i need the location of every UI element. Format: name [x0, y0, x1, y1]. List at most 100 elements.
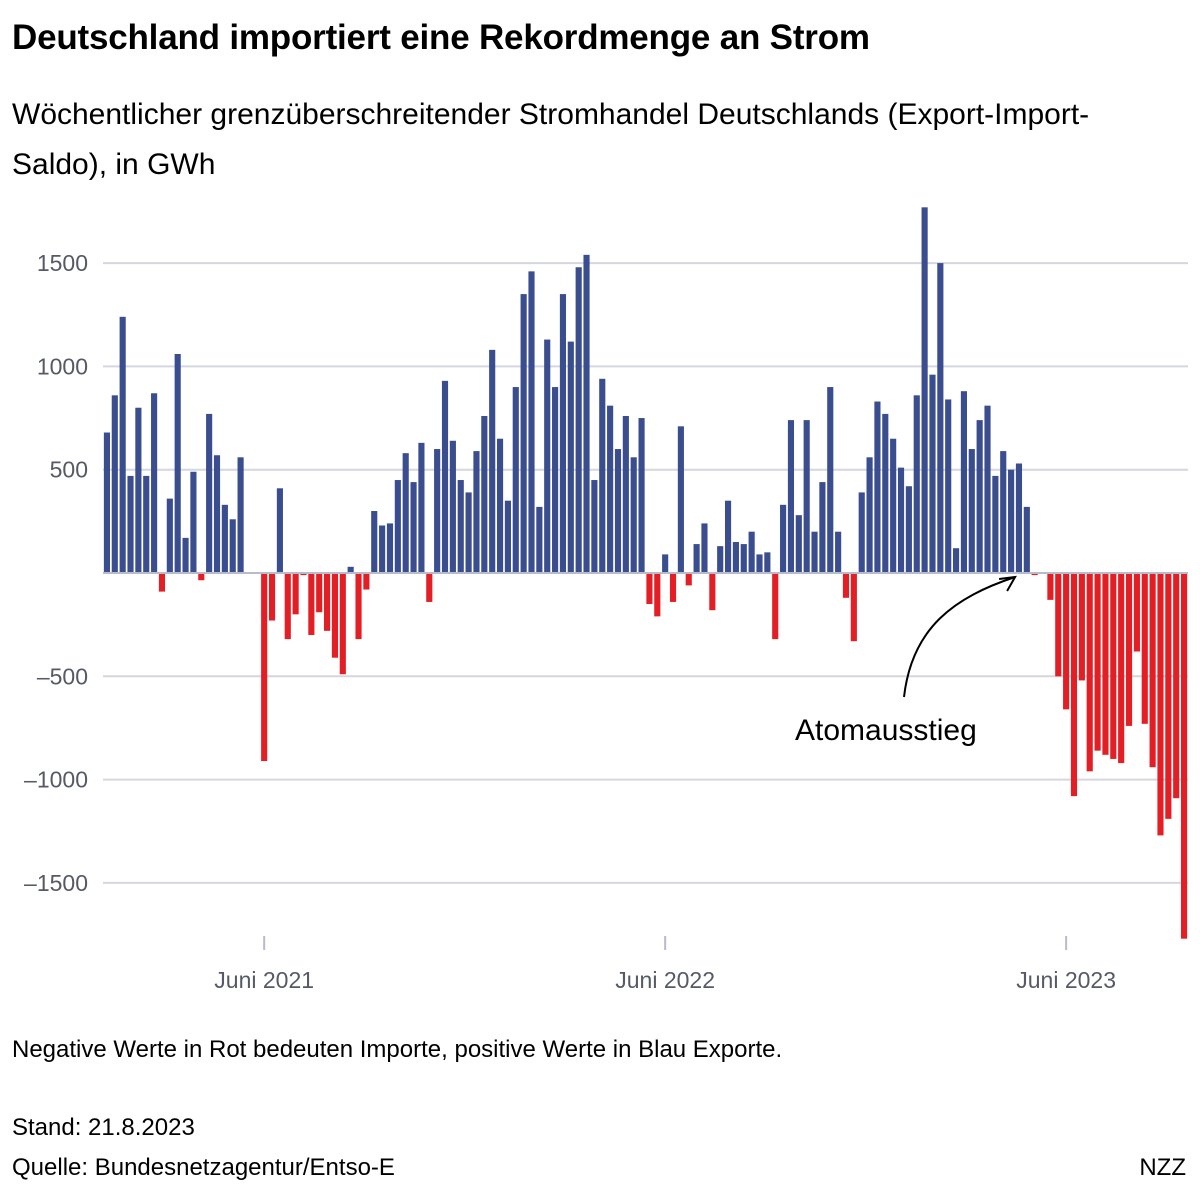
- export-bar: [882, 413, 889, 573]
- export-bar: [174, 354, 181, 573]
- export-bar: [449, 440, 456, 573]
- export-bar: [496, 438, 504, 573]
- export-bar: [693, 544, 700, 573]
- date-stamp: Stand: 21.8.2023: [12, 1114, 195, 1141]
- annotation-arrow: [903, 576, 1016, 698]
- import-bar: [1070, 573, 1078, 797]
- import-bar: [158, 573, 166, 592]
- import-bar: [1078, 573, 1085, 681]
- export-bar: [182, 537, 189, 573]
- export-bar: [866, 457, 873, 573]
- export-bar: [434, 449, 441, 573]
- export-bar: [473, 451, 480, 573]
- export-bar: [536, 506, 543, 573]
- export-bar: [677, 426, 684, 573]
- export-bar: [143, 475, 150, 573]
- export-bar: [347, 566, 354, 573]
- import-bar: [842, 573, 850, 598]
- export-bar: [402, 453, 409, 573]
- import-bar: [355, 573, 362, 640]
- export-bar: [520, 294, 527, 573]
- export-bar: [119, 316, 126, 573]
- export-bar: [371, 511, 378, 573]
- export-bar: [481, 415, 488, 573]
- import-bar: [1102, 573, 1109, 755]
- import-bar: [669, 573, 677, 602]
- import-bar: [1133, 573, 1140, 652]
- import-bar: [292, 573, 299, 615]
- export-bar: [913, 395, 920, 573]
- import-bar: [316, 573, 323, 613]
- import-bar: [1086, 573, 1093, 772]
- bars: [103, 207, 1188, 939]
- export-bar: [622, 415, 629, 573]
- import-bar: [339, 573, 346, 675]
- export-bar: [512, 387, 519, 573]
- export-bar: [221, 504, 228, 573]
- y-tick-label: –1500: [24, 870, 88, 896]
- import-bar: [1094, 573, 1101, 751]
- export-bar: [921, 207, 928, 573]
- export-bar: [638, 418, 645, 573]
- import-bar: [1141, 573, 1148, 724]
- x-axis-ticks: Juni 2021 Juni 2022 Juni 2023: [214, 936, 1116, 993]
- export-bar: [960, 391, 967, 573]
- export-bar: [945, 399, 952, 573]
- x-tick-label: Juni 2022: [615, 967, 715, 993]
- export-bar: [504, 500, 511, 573]
- export-bar: [787, 420, 795, 573]
- x-tick-label: Juni 2023: [1016, 967, 1116, 993]
- export-bar: [166, 498, 173, 573]
- export-bar: [591, 480, 598, 573]
- export-bar: [662, 554, 669, 573]
- export-bar: [229, 519, 236, 573]
- import-bar: [1063, 573, 1070, 710]
- export-bar: [465, 492, 472, 573]
- export-bar: [740, 544, 747, 573]
- y-tick-label: –500: [37, 663, 88, 689]
- export-bar: [984, 405, 991, 573]
- import-bar: [300, 573, 307, 576]
- export-bar: [897, 467, 905, 573]
- export-bar: [952, 548, 960, 573]
- export-bar: [213, 455, 221, 573]
- annotation-label: Atomausstieg: [795, 714, 977, 747]
- export-bar: [827, 387, 834, 573]
- export-bar: [976, 420, 983, 573]
- export-bar: [489, 349, 496, 573]
- export-bar: [457, 480, 464, 573]
- x-tick-label: Juni 2021: [214, 967, 314, 993]
- import-bar: [654, 573, 661, 617]
- import-bar: [1031, 573, 1038, 576]
- y-tick-label: 1500: [37, 250, 88, 276]
- export-bar: [1008, 469, 1015, 573]
- import-bar: [1165, 573, 1172, 819]
- export-bar: [614, 449, 622, 573]
- import-bar: [1157, 573, 1164, 836]
- export-bar: [599, 378, 606, 573]
- import-bar: [198, 573, 205, 581]
- import-bar: [1055, 573, 1062, 677]
- export-bar: [607, 405, 614, 573]
- import-bar: [1173, 573, 1180, 799]
- import-bar: [268, 573, 276, 621]
- export-bar: [701, 523, 708, 573]
- source-note: Quelle: Bundesnetzagentur/Entso-E: [12, 1154, 395, 1181]
- export-bar: [811, 531, 818, 573]
- export-bar: [929, 374, 936, 573]
- export-bar: [756, 554, 763, 573]
- export-bar: [206, 413, 213, 573]
- import-bar: [1149, 573, 1156, 768]
- export-bar: [441, 380, 449, 573]
- import-bar: [331, 573, 339, 658]
- import-bar: [324, 573, 331, 631]
- annotation-arrowhead: [998, 575, 1017, 592]
- export-bar: [1015, 463, 1023, 573]
- import-bar: [261, 573, 268, 762]
- export-bar: [992, 475, 999, 573]
- import-bar: [1110, 573, 1117, 759]
- export-bar: [795, 515, 802, 573]
- import-bar: [426, 573, 433, 602]
- export-bar: [544, 339, 551, 573]
- export-bar: [858, 492, 865, 573]
